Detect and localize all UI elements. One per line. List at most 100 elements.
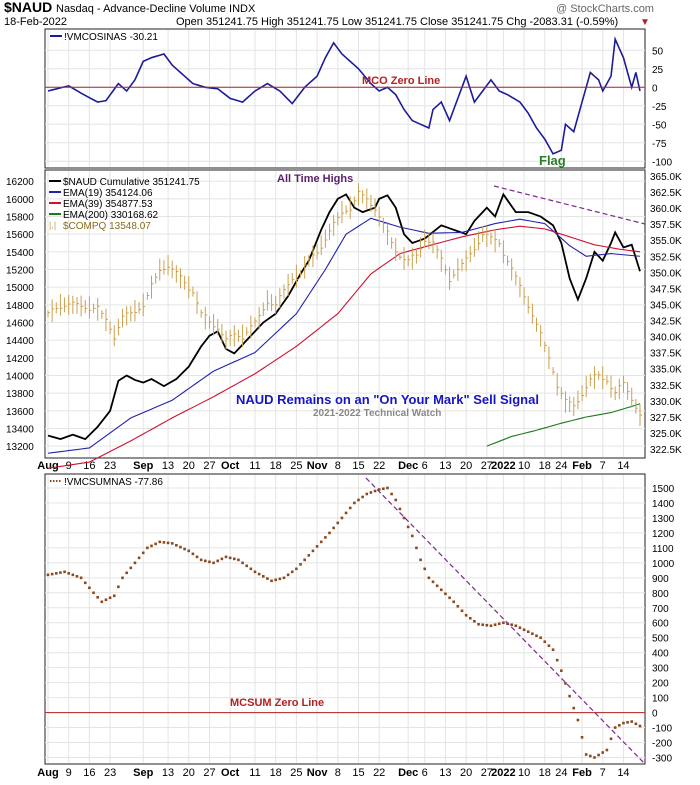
- mcsum-point: [50, 572, 54, 576]
- mcsum-y-tick: 700: [652, 604, 669, 615]
- mcsum-point: [485, 623, 489, 627]
- mcsum-point: [245, 564, 249, 568]
- mcsum-point: [444, 592, 447, 596]
- mcsum-point: [237, 558, 240, 562]
- mcsum-point: [452, 600, 456, 604]
- mcsum-y-tick: 1300: [652, 514, 675, 525]
- legend-label-ema200: EMA(200) 330168.62: [63, 210, 159, 221]
- x-tick-label: 13: [162, 460, 174, 472]
- main-right-tick: 340.0K: [650, 333, 682, 344]
- mcsum-point: [249, 567, 253, 571]
- x-tick-label: 22: [373, 767, 385, 779]
- mcsum-point: [605, 748, 609, 752]
- top-trendline: [493, 185, 646, 225]
- mcsum-point: [390, 492, 393, 496]
- mcsum-point: [551, 648, 555, 651]
- main-right-tick: 337.5K: [650, 349, 682, 360]
- mcsum-point: [324, 536, 327, 539]
- mcsum-point: [539, 636, 542, 640]
- mcsum-point: [54, 572, 58, 575]
- mcsum-point: [220, 557, 224, 561]
- x-tick-label: 7: [600, 767, 606, 779]
- -naud-cumulative-series-line: [47, 192, 641, 441]
- mcsum-point: [402, 516, 406, 520]
- main-left-tick: 14800: [6, 301, 34, 312]
- mcsum-point: [315, 545, 319, 548]
- mcsum-point: [75, 575, 79, 578]
- mcsum-point: [382, 487, 385, 491]
- mcsum-zero-label: MCSUM Zero Line: [230, 697, 324, 709]
- x-tick-label: 18: [539, 460, 551, 472]
- main-left-tick: 15000: [6, 283, 34, 294]
- mcsum-point: [464, 613, 468, 617]
- main-right-tick: 347.5K: [650, 284, 682, 295]
- mcsum-point: [146, 546, 149, 550]
- mcsum-point: [584, 753, 588, 756]
- legend-label-ema19: EMA(19) 354124.06: [63, 188, 153, 199]
- x-tick-label: 22: [373, 460, 385, 472]
- mcsum-point: [369, 491, 373, 494]
- mcsum-point: [555, 658, 559, 662]
- mcsum-y-tick: 200: [652, 679, 669, 690]
- legend-label-naud: $NAUD Cumulative 351241.75: [63, 177, 200, 188]
- mcsum-point: [175, 543, 178, 547]
- mcsum-point: [311, 549, 315, 553]
- header-ohlc: Open 351241.75 High 351241.75 Low 351241…: [176, 16, 618, 28]
- main-right-tick: 357.5K: [650, 220, 682, 231]
- x-tick-label: 8: [335, 460, 341, 472]
- mcsum-point: [572, 706, 576, 710]
- mco-y-tick: -25: [652, 102, 667, 113]
- mcsum-point: [137, 556, 141, 560]
- x-tick-label: 8: [335, 767, 341, 779]
- mcsum-point: [365, 492, 369, 496]
- mcsum-point: [489, 624, 493, 628]
- mcsum-legend-label: !VMCSUMNAS -77.86: [64, 477, 163, 488]
- mcsum-point: [448, 596, 451, 600]
- mcsum-point: [468, 616, 472, 620]
- x-tick-label: 24: [555, 460, 567, 472]
- mcsum-point: [423, 567, 427, 571]
- mcsum-point: [295, 567, 298, 571]
- x-tick-label: 13: [439, 460, 451, 472]
- x-tick-label: 23: [104, 460, 116, 472]
- x-tick-label: 20: [183, 460, 195, 472]
- x-tick-label: 9: [66, 460, 72, 472]
- x-tick-label: 15: [352, 460, 364, 472]
- mcsum-point: [597, 753, 600, 757]
- mcsum-point: [518, 626, 522, 630]
- mcsum-point: [626, 721, 629, 724]
- all-time-highs-label: All Time Highs: [277, 173, 353, 185]
- x-tick-label: 18: [539, 767, 551, 779]
- x-tick-label: 18: [270, 767, 282, 779]
- x-tick-label: Aug: [37, 460, 58, 472]
- mcsum-point: [431, 580, 435, 584]
- x-tick-label: Dec: [398, 460, 418, 472]
- mcsum-point: [261, 575, 265, 578]
- mcsum-point: [353, 501, 356, 505]
- mcsum-point: [270, 579, 273, 583]
- x-tick-label: Feb: [572, 460, 592, 472]
- x-tick-label: 7: [600, 460, 606, 472]
- mcsum-point: [630, 720, 634, 723]
- mcsum-point: [493, 623, 497, 627]
- mcsum-point: [439, 588, 443, 592]
- mcsum-point: [108, 596, 112, 600]
- main-left-tick: 13600: [6, 407, 34, 418]
- main-right-tick: 335.0K: [650, 365, 682, 376]
- x-tick-label: 6: [422, 767, 428, 779]
- x-tick-label: 27: [481, 460, 493, 472]
- mcsum-point: [613, 726, 617, 729]
- x-tick-label: Oct: [221, 460, 240, 472]
- mcsum-point: [526, 630, 530, 634]
- mcsum-point: [319, 540, 323, 544]
- mcsum-panel-frame: [44, 473, 646, 765]
- mcsum-point: [332, 526, 335, 530]
- mcsum-point: [340, 516, 344, 520]
- mcsum-point: [377, 488, 381, 491]
- mcsum-point: [609, 737, 613, 741]
- sell-signal-label: NAUD Remains on an "On Your Mark" Sell S…: [236, 392, 539, 407]
- mcsum-point: [560, 669, 563, 672]
- mcsum-point: [601, 751, 605, 754]
- mcsum-point: [477, 622, 480, 626]
- x-tick-label: 13: [162, 767, 174, 779]
